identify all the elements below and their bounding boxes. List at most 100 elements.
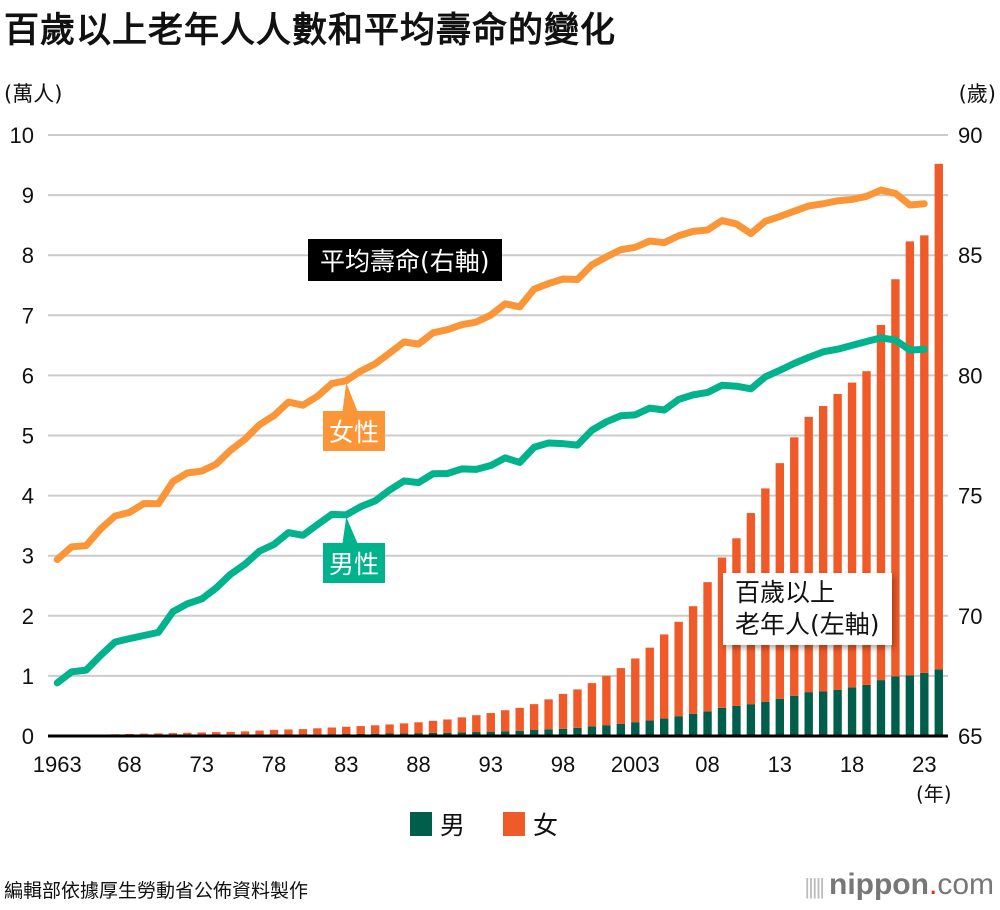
- bar-female: [703, 582, 712, 712]
- bar-male: [558, 728, 568, 736]
- life-expectancy-lines: [53, 186, 928, 687]
- brand-dot: .: [928, 868, 938, 901]
- bar-female: [660, 634, 669, 719]
- left-tick-label: 2: [22, 604, 34, 629]
- source-note: 編輯部依據厚生勞動省公佈資料製作: [4, 880, 309, 902]
- bar-female: [342, 726, 351, 735]
- bar-female: [168, 733, 178, 736]
- bar-female: [428, 720, 438, 733]
- bar-male: [688, 713, 698, 736]
- bar-female: [602, 675, 611, 726]
- left-tick-label: 4: [22, 484, 34, 509]
- x-tick-label: 1963: [33, 752, 82, 777]
- bar-male: [847, 687, 857, 736]
- bar-male: [818, 691, 828, 736]
- bar-female: [327, 727, 336, 735]
- bar-male: [573, 727, 582, 736]
- right-tick-label: 75: [958, 484, 982, 509]
- bar-female: [284, 729, 293, 735]
- brand-name: nippon: [829, 868, 929, 901]
- x-tick-label: 98: [551, 752, 575, 777]
- legend: 男 女: [410, 806, 558, 842]
- brand-tld: com: [937, 868, 994, 901]
- bar-male: [443, 732, 452, 736]
- bar-female: [529, 704, 539, 730]
- bar-female: [414, 722, 423, 734]
- left-tick-label: 1: [22, 664, 34, 689]
- male-label-pointer: [342, 516, 359, 545]
- bar-male: [501, 731, 510, 736]
- legend-swatch-female: [503, 812, 526, 836]
- x-tick-label: 23: [912, 752, 936, 777]
- left-tick-label: 7: [22, 303, 34, 328]
- bar-female: [443, 719, 452, 733]
- bar-male: [717, 707, 727, 736]
- bar-female: [558, 693, 568, 729]
- bar-male: [804, 692, 813, 736]
- bar-female: [313, 728, 322, 735]
- bar-female: [934, 163, 943, 670]
- bar-female: [876, 324, 886, 681]
- bar-female: [674, 621, 683, 717]
- bar-male: [891, 676, 900, 736]
- bar-male: [790, 695, 799, 736]
- left-tick-label: 6: [22, 363, 34, 388]
- bar-female: [544, 699, 553, 730]
- bar-female: [240, 731, 250, 735]
- bar-male: [660, 718, 669, 736]
- bar-female: [255, 730, 264, 735]
- bar-female: [573, 689, 582, 728]
- x-tick-label: 83: [334, 752, 358, 777]
- legend-swatch-male: [410, 812, 432, 836]
- bar-female: [833, 394, 842, 690]
- bar-male: [833, 689, 842, 736]
- brand-bars-icon: |||||: [804, 874, 825, 899]
- centenarian-label: 百歲以上 老年人(左軸): [723, 573, 892, 645]
- bar-female: [847, 382, 857, 688]
- bar-female: [226, 731, 235, 736]
- bar-female: [631, 658, 640, 723]
- x-tick-label: 93: [479, 752, 503, 777]
- bar-female: [370, 725, 380, 734]
- left-tick-label: 9: [22, 183, 34, 208]
- bar-male: [920, 672, 929, 736]
- bar-female: [472, 715, 481, 733]
- bar-female: [356, 726, 365, 734]
- left-tick-label: 5: [22, 424, 34, 449]
- bar-female: [920, 235, 929, 673]
- bar-male: [515, 730, 524, 736]
- bars: [53, 163, 943, 736]
- bar-female: [457, 717, 467, 733]
- bar-male: [746, 704, 756, 736]
- x-tick-label: 78: [262, 752, 286, 777]
- left-axis-unit: (萬人): [4, 82, 63, 106]
- bar-female: [790, 437, 799, 696]
- bar-female: [515, 707, 524, 731]
- bar-male: [934, 669, 943, 736]
- right-tick-label: 90: [958, 123, 982, 148]
- bar-female: [212, 732, 221, 736]
- female-label-pointer: [342, 382, 359, 413]
- bar-male: [602, 725, 611, 736]
- bar-female: [183, 732, 192, 736]
- label-pointers: [342, 382, 359, 545]
- legend-item-female: 女: [503, 806, 558, 842]
- bar-male: [703, 711, 712, 736]
- x-tick-label: 18: [840, 752, 864, 777]
- legend-label-male: 男: [440, 811, 466, 840]
- male-life-expectancy-line: [53, 334, 928, 687]
- bar-male: [645, 720, 654, 736]
- bar-female: [616, 668, 626, 724]
- bar-female: [385, 724, 394, 734]
- bar-male: [775, 698, 784, 736]
- bar-female: [717, 557, 727, 708]
- male-line-label: 男性: [323, 543, 386, 583]
- bar-female: [804, 416, 813, 693]
- bar-male: [486, 731, 495, 736]
- centenarian-label-line2: 老年人(左軸): [735, 610, 880, 639]
- bar-male: [761, 701, 770, 736]
- bar-female: [905, 241, 915, 676]
- x-tick-label: 2003: [611, 752, 660, 777]
